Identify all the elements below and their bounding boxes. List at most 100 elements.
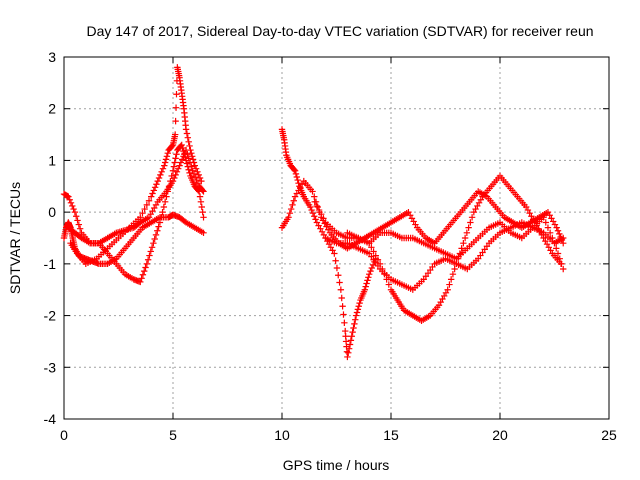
data-point xyxy=(71,208,79,216)
data-point xyxy=(313,202,321,210)
data-point xyxy=(554,227,562,234)
data-point xyxy=(337,286,345,293)
data-point xyxy=(154,177,161,185)
data-point xyxy=(366,271,373,278)
data-point xyxy=(363,280,370,287)
data-point xyxy=(339,303,346,310)
data-point xyxy=(168,142,176,150)
data-point xyxy=(185,166,192,173)
data-point xyxy=(290,197,297,204)
data-point xyxy=(150,187,158,194)
series-track-b xyxy=(60,146,207,247)
data-point xyxy=(200,229,207,237)
data-point xyxy=(461,234,469,242)
data-point xyxy=(560,265,567,273)
data-point xyxy=(76,225,84,232)
data-point xyxy=(195,187,202,194)
data-point xyxy=(544,224,552,231)
data-point xyxy=(194,179,202,187)
x-axis-label: GPS time / hours xyxy=(283,457,390,473)
data-point xyxy=(173,151,180,158)
data-point xyxy=(352,312,360,319)
data-point xyxy=(172,155,179,162)
x-axis: 0 5 10 15 20 25 xyxy=(60,57,617,443)
data-point xyxy=(349,328,356,336)
data-point xyxy=(447,276,455,283)
data-point xyxy=(190,159,198,166)
data-point xyxy=(295,179,302,187)
data-point xyxy=(141,267,148,275)
y-tick-label: 1 xyxy=(48,152,56,168)
data-point xyxy=(287,205,295,213)
x-tick-label: 0 xyxy=(60,427,68,443)
data-point xyxy=(194,168,201,176)
data-point xyxy=(176,162,183,169)
data-point xyxy=(159,208,166,216)
data-point xyxy=(554,250,562,257)
data-point xyxy=(463,229,471,237)
data-point xyxy=(182,157,190,164)
data-point xyxy=(372,252,379,259)
data-point xyxy=(67,199,75,207)
data-point xyxy=(315,206,323,214)
y-tick-label: 3 xyxy=(48,49,56,65)
data-point xyxy=(311,198,318,205)
data-point xyxy=(186,169,193,177)
data-point xyxy=(451,265,458,273)
data-point xyxy=(173,168,181,176)
data-point xyxy=(145,197,153,204)
data-point xyxy=(348,333,355,340)
data-point xyxy=(294,176,301,184)
data-point xyxy=(558,260,565,268)
data-point xyxy=(66,196,73,203)
data-point xyxy=(164,149,171,157)
data-point xyxy=(341,319,348,327)
data-point xyxy=(362,283,369,290)
y-tick-label: -1 xyxy=(44,256,57,272)
data-point xyxy=(153,181,160,188)
data-point xyxy=(368,244,375,251)
data-point xyxy=(200,214,207,221)
data-point xyxy=(307,203,314,211)
data-point xyxy=(154,227,161,234)
chart-title: Day 147 of 2017, Sidereal Day-to-day VTE… xyxy=(86,23,593,39)
data-point xyxy=(150,239,157,247)
data-point xyxy=(144,256,152,263)
data-point xyxy=(553,245,560,252)
data-point xyxy=(187,146,194,154)
data-point xyxy=(139,209,146,217)
data-point xyxy=(361,286,369,293)
data-point xyxy=(449,271,457,278)
x-tick-label: 25 xyxy=(601,427,617,443)
data-point xyxy=(155,223,162,230)
data-point xyxy=(184,134,192,141)
data-point xyxy=(540,214,547,221)
data-point xyxy=(291,166,298,173)
data-point xyxy=(350,324,357,332)
data-point xyxy=(149,190,156,197)
data-point xyxy=(164,188,171,195)
data-point xyxy=(197,198,205,205)
y-tick-label: -4 xyxy=(44,411,57,427)
data-point xyxy=(553,224,560,231)
data-point xyxy=(189,156,197,163)
data-point xyxy=(456,250,464,257)
data-point xyxy=(385,281,393,288)
data-point xyxy=(190,170,198,178)
data-point xyxy=(146,252,153,259)
data-point xyxy=(292,170,300,178)
data-point xyxy=(542,219,549,226)
data-point xyxy=(161,159,169,166)
data-point xyxy=(320,215,327,222)
data-point xyxy=(444,286,451,293)
data-point xyxy=(141,205,148,213)
data-point xyxy=(338,294,345,302)
data-point xyxy=(365,274,372,281)
data-point xyxy=(139,271,147,278)
data-point xyxy=(192,173,199,181)
data-point xyxy=(368,264,376,272)
data-point xyxy=(158,168,165,176)
data-point xyxy=(333,264,341,272)
data-point xyxy=(172,171,179,179)
data-point xyxy=(183,160,191,167)
